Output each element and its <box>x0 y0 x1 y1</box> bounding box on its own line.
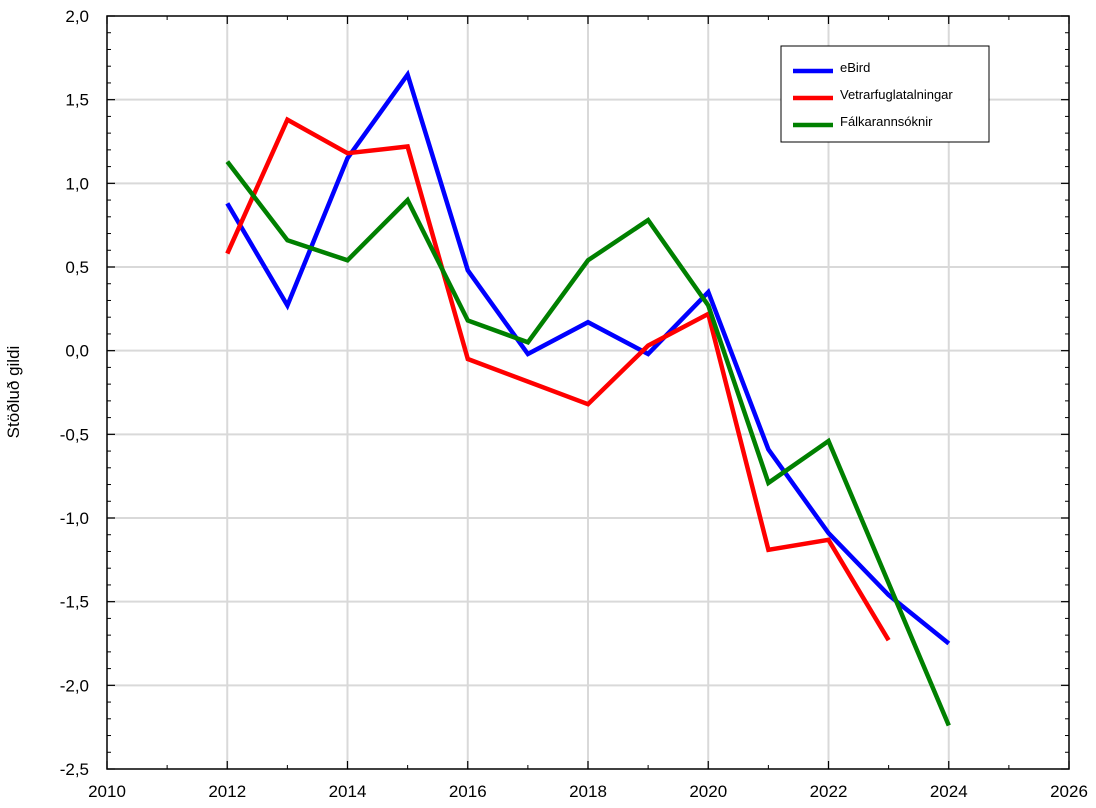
series-line-2 <box>225 116 891 642</box>
x-tick-label: 2012 <box>208 782 246 801</box>
legend-label: Fálkarannsóknir <box>840 114 933 129</box>
y-tick-label: 0,0 <box>65 342 89 361</box>
x-tick-label: 2022 <box>810 782 848 801</box>
x-tick-label: 2018 <box>569 782 607 801</box>
y-axis-title: Stöðluð gildi <box>4 346 23 439</box>
y-tick-label: -2,0 <box>60 676 89 695</box>
y-tick-labels: 2,0 1,5 1,0 0,5 0,0 -0,5 -1,0 -1,5 -2,0 -2,5 <box>60 7 89 779</box>
y-tick-label: 2,0 <box>65 7 89 26</box>
y-tick-label: 1,5 <box>65 91 89 110</box>
legend-label: Vetrarfuglatalningar <box>840 87 953 102</box>
x-tick-label: 2014 <box>329 782 367 801</box>
y-tick-label: -1,0 <box>60 509 89 528</box>
x-tick-label: 2010 <box>88 782 126 801</box>
x-tick-label: 2026 <box>1050 782 1088 801</box>
y-tick-label: -0,5 <box>60 425 89 444</box>
x-tick-label: 2016 <box>449 782 487 801</box>
y-tick-label: -2,5 <box>60 760 89 779</box>
legend: eBird Vetrarfuglatalningar Fálkarannsóknir <box>780 45 990 143</box>
y-tick-label: -1,5 <box>60 593 89 612</box>
y-tick-label: 1,0 <box>65 174 89 193</box>
legend-label: eBird <box>840 60 870 75</box>
x-tick-labels: 2010 2012 2014 2016 2018 2020 2022 2024 2026 <box>88 782 1088 801</box>
series-line-3 <box>225 160 951 727</box>
tick-marks <box>106 15 1070 770</box>
x-tick-label: 2020 <box>689 782 727 801</box>
series-line-1 <box>225 69 951 646</box>
y-tick-label: 0,5 <box>65 258 89 277</box>
series-lines <box>225 69 951 727</box>
x-tick-label: 2024 <box>930 782 968 801</box>
